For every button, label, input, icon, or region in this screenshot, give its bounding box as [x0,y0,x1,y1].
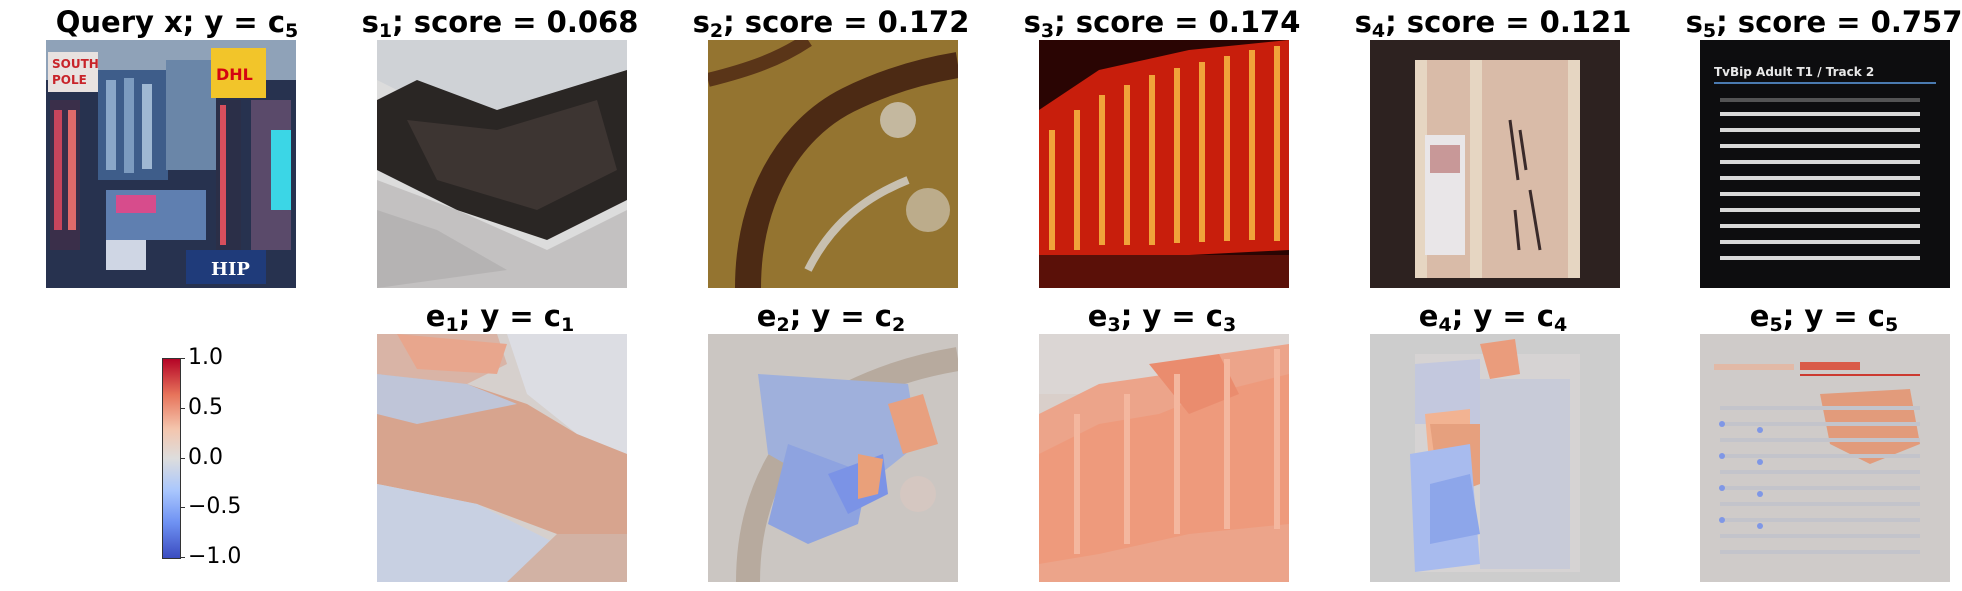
s2-sub: 2 [709,20,724,42]
s5-var: s [1685,5,1703,39]
s4-score: ; score = 0.121 [1385,5,1632,39]
s5-score: ; score = 0.757 [1716,5,1962,39]
south-pole-sign: SOUTH [52,57,99,71]
colorbar-tick [180,458,185,459]
hip-sign: HIP [211,259,250,280]
colorbar-label-4: −0.5 [188,494,242,519]
s5-image: TvBip Adult T1 / Track 2 [1700,40,1950,288]
s1-sub: 1 [378,20,393,42]
query-image: SOUTH POLE DHL HIP [46,40,296,288]
e5-var: e [1749,299,1770,333]
colorbar-label-3: 0.0 [188,445,223,470]
s5-sub: 5 [1702,20,1717,42]
query-title: Query x; y = c5 [12,4,342,42]
e4-sub: 4 [1438,314,1452,336]
query-title-sub: 5 [285,20,299,42]
e5-title: e5; y = c5 [1659,298,1962,336]
s1-image [377,40,627,288]
colorbar-tick [180,507,185,508]
e1-sub: 1 [445,314,459,336]
s2-title: s2; score = 0.172 [666,4,996,42]
colorbar-tick [180,408,185,409]
s1-score: ; score = 0.068 [392,5,639,39]
e1-class-sub: 1 [560,314,575,336]
e2-class-sub: 2 [891,314,906,336]
e4-label: ; y = c [1451,299,1554,333]
e1-label: ; y = c [458,299,561,333]
colorbar-label-1: 1.0 [188,345,223,370]
s2-var: s [692,5,710,39]
e3-label: ; y = c [1120,299,1223,333]
e2-label: ; y = c [789,299,892,333]
e3-heatmap [1039,334,1289,582]
colorbar-tick [180,358,185,359]
e5-heatmap [1700,334,1950,582]
e3-title: e3; y = c3 [997,298,1327,336]
s3-title: s3; score = 0.174 [997,4,1327,42]
e5-class-sub: 5 [1884,314,1899,336]
s2-image [708,40,958,288]
s4-var: s [1354,5,1372,39]
colorbar-label-2: 0.5 [188,395,223,420]
e4-var: e [1418,299,1439,333]
e3-sub: 3 [1107,314,1121,336]
s5-scoreboard-header: TvBip Adult T1 / Track 2 [1714,65,1874,79]
s4-title: s4; score = 0.121 [1328,4,1658,42]
query-title-text: Query x; y = c [55,5,286,39]
e1-title: e1; y = c1 [335,298,665,336]
e3-class-sub: 3 [1222,314,1237,336]
s4-image [1370,40,1620,288]
s3-sub: 3 [1040,20,1055,42]
s3-score: ; score = 0.174 [1054,5,1301,39]
e5-label: ; y = c [1782,299,1885,333]
dhl-sign: DHL [216,65,253,84]
south-pole-sign-line2: POLE [52,73,87,87]
e2-var: e [756,299,777,333]
s2-score: ; score = 0.172 [723,5,970,39]
e4-heatmap [1370,334,1620,582]
e4-class-sub: 4 [1553,314,1568,336]
colorbar-label-5: −1.0 [188,544,242,569]
s1-title: s1; score = 0.068 [335,4,665,42]
s3-image [1039,40,1289,288]
s5-title: s5; score = 0.757 [1659,4,1962,42]
e1-var: e [425,299,446,333]
s3-var: s [1023,5,1041,39]
colorbar [162,358,181,559]
s1-var: s [361,5,379,39]
colorbar-tick [180,557,185,558]
e3-var: e [1087,299,1108,333]
s4-sub: 4 [1371,20,1386,42]
e1-heatmap [377,334,627,582]
e2-title: e2; y = c2 [666,298,996,336]
e5-sub: 5 [1769,314,1783,336]
e2-heatmap [708,334,958,582]
e2-sub: 2 [776,314,790,336]
e4-title: e4; y = c4 [1328,298,1658,336]
